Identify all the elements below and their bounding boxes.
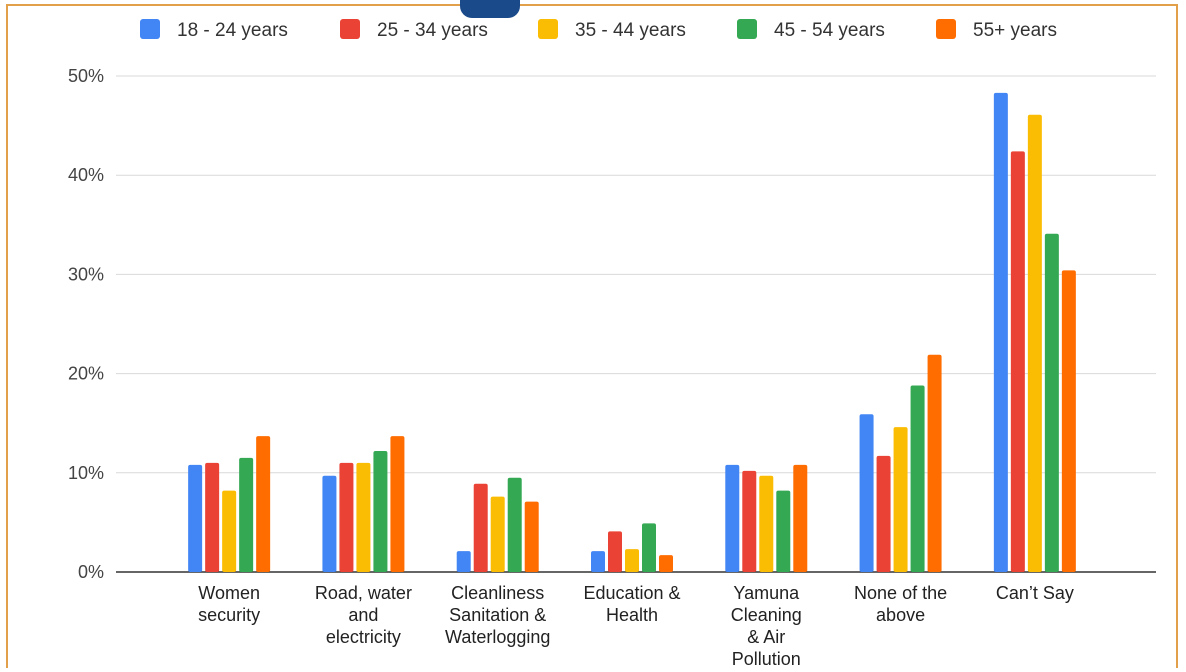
x-tick-label: None of the above: [854, 583, 947, 625]
bar: [239, 457, 254, 572]
bar: [859, 414, 874, 572]
legend-label: 25 - 34 years: [377, 20, 488, 41]
bar: [893, 427, 908, 572]
legend-item: 25 - 34 years: [340, 19, 488, 41]
bar: [910, 385, 925, 572]
title-strip-decoration: [460, 0, 520, 18]
bar: [993, 92, 1008, 572]
bar: [1010, 151, 1025, 572]
legend-swatch: [538, 19, 558, 39]
x-tick-label: Yamuna Cleaning & Air Pollution: [731, 583, 802, 669]
legend-swatch: [936, 19, 956, 39]
legend-label: 18 - 24 years: [177, 20, 288, 41]
x-tick-label: Education & Health: [583, 583, 680, 625]
legend-swatch: [340, 19, 360, 39]
y-tick-label: 30%: [68, 264, 104, 284]
bar: [1061, 270, 1076, 572]
chart-frame: [6, 0, 1178, 668]
legend-item: 45 - 54 years: [737, 19, 885, 41]
legend-item: 18 - 24 years: [140, 19, 288, 41]
bar: [659, 555, 673, 572]
x-axis-labels: Women security Road, water and electricity Cl…: [198, 583, 1074, 669]
bar: [322, 475, 337, 572]
bar: [524, 501, 539, 572]
legend-item: 35 - 44 years: [538, 19, 686, 41]
bar: [591, 551, 605, 572]
bar: [876, 455, 891, 572]
bar: [256, 436, 271, 572]
bar: [222, 490, 237, 572]
bar: [507, 477, 522, 572]
bar: [339, 462, 354, 572]
x-tick-label: Can’t Say: [996, 583, 1074, 603]
legend-label: 55+ years: [973, 20, 1057, 41]
y-tick-label: 20%: [68, 364, 104, 384]
y-tick-label: 0%: [78, 562, 104, 582]
bar: [1027, 114, 1042, 573]
legend-label: 45 - 54 years: [774, 20, 885, 41]
bar: [188, 464, 203, 572]
bar: [725, 464, 740, 572]
legend-item: 55+ years: [936, 19, 1057, 41]
x-tick-label: Cleanliness Sanitation & Waterlogging: [445, 583, 550, 647]
bar: [205, 462, 220, 572]
bar: [927, 354, 942, 572]
bar: [759, 475, 774, 572]
bar: [642, 523, 656, 572]
x-tick-label: Women security: [198, 583, 260, 625]
bar: [608, 531, 622, 572]
x-tick-label: Road, water and electricity: [315, 583, 412, 647]
legend-label: 35 - 44 years: [575, 20, 686, 41]
y-axis-ticks: 0% 10% 20% 30% 40% 50%: [68, 66, 104, 582]
bar: [1044, 233, 1059, 572]
bar: [490, 496, 505, 572]
bar: [776, 490, 791, 572]
bar: [456, 551, 471, 572]
bar: [473, 483, 488, 572]
bar: [625, 549, 639, 572]
bar: [373, 450, 388, 572]
legend: 18 - 24 years 25 - 34 years 35 - 44 years 4…: [140, 19, 1057, 41]
bar: [742, 470, 757, 572]
bar: [356, 462, 371, 572]
bars: [188, 92, 1076, 573]
y-tick-label: 40%: [68, 165, 104, 185]
bar: [390, 436, 405, 572]
y-tick-label: 50%: [68, 66, 104, 86]
bar: [793, 464, 808, 572]
legend-swatch: [737, 19, 757, 39]
legend-swatch: [140, 19, 160, 39]
y-tick-label: 10%: [68, 463, 104, 483]
